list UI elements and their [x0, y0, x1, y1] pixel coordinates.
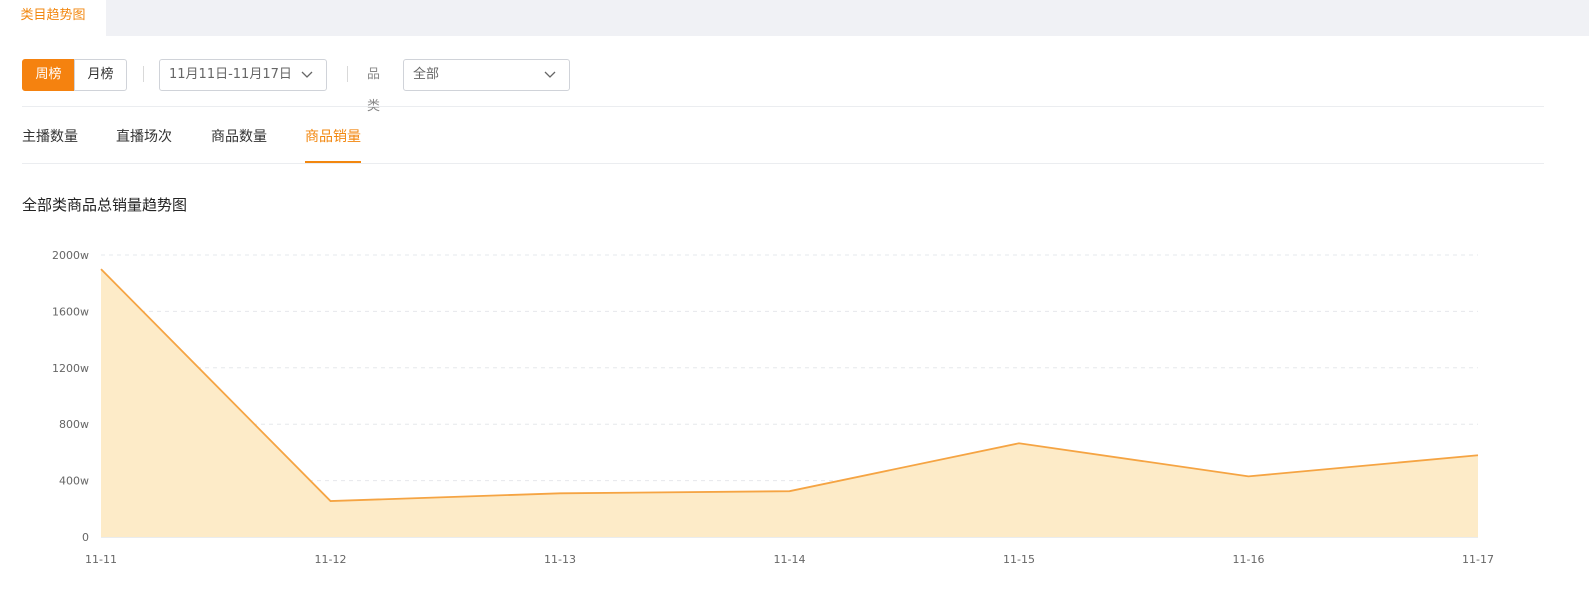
chart-title: 全部类商品总销量趋势图 [22, 196, 188, 214]
y-axis: 0 400w 800w 1200w 1600w 2000w [52, 249, 89, 544]
x-tick-label: 11-14 [774, 553, 806, 566]
chevron-down-icon [301, 71, 313, 78]
category-select[interactable]: 全部 [403, 59, 570, 91]
date-range-select[interactable]: 11月11日-11月17日 [159, 59, 327, 91]
category-value: 全部 [413, 67, 440, 82]
active-tab-indicator [305, 161, 361, 163]
tab-category-trend[interactable]: 类目趋势图 [0, 0, 106, 36]
x-axis: 11-11 11-12 11-13 11-14 11-15 11-16 11-17 [85, 553, 1494, 566]
x-tick-label: 11-13 [544, 553, 576, 566]
chevron-down-icon [544, 71, 556, 78]
y-tick-label: 1200w [52, 362, 89, 375]
sales-trend-chart: 0 400w 800w 1200w 1600w 2000w 11-11 11-12 11-13… [52, 249, 1494, 566]
x-tick-label: 11-15 [1003, 553, 1035, 566]
area-series [100, 268, 1479, 537]
divider [347, 66, 348, 82]
date-range-value: 11月11日-11月17日 [169, 67, 292, 82]
tab-product-count[interactable]: 商品数量 [211, 129, 267, 145]
x-tick-label: 11-11 [85, 553, 117, 566]
top-tab-bar: 类目趋势图 [0, 0, 1589, 36]
weekly-toggle-button[interactable]: 周榜 [22, 59, 75, 91]
y-tick-label: 400w [59, 475, 89, 488]
tab-live-sessions[interactable]: 直播场次 [116, 129, 172, 145]
divider [22, 163, 1544, 164]
tab-streamer-count[interactable]: 主播数量 [22, 129, 78, 145]
area-fill [101, 269, 1478, 537]
category-label: 品类 [367, 67, 381, 114]
x-tick-label: 11-12 [315, 553, 347, 566]
sales-line [100, 268, 1479, 502]
y-tick-label: 800w [59, 418, 89, 431]
monthly-toggle-button[interactable]: 月榜 [74, 59, 127, 91]
y-tick-label: 2000w [52, 249, 89, 262]
divider [143, 66, 144, 82]
tab-product-sales[interactable]: 商品销量 [305, 129, 361, 145]
x-tick-label: 11-16 [1233, 553, 1265, 566]
y-tick-label: 0 [82, 531, 89, 544]
x-tick-label: 11-17 [1462, 553, 1494, 566]
divider [22, 106, 1544, 107]
y-tick-label: 1600w [52, 305, 89, 318]
